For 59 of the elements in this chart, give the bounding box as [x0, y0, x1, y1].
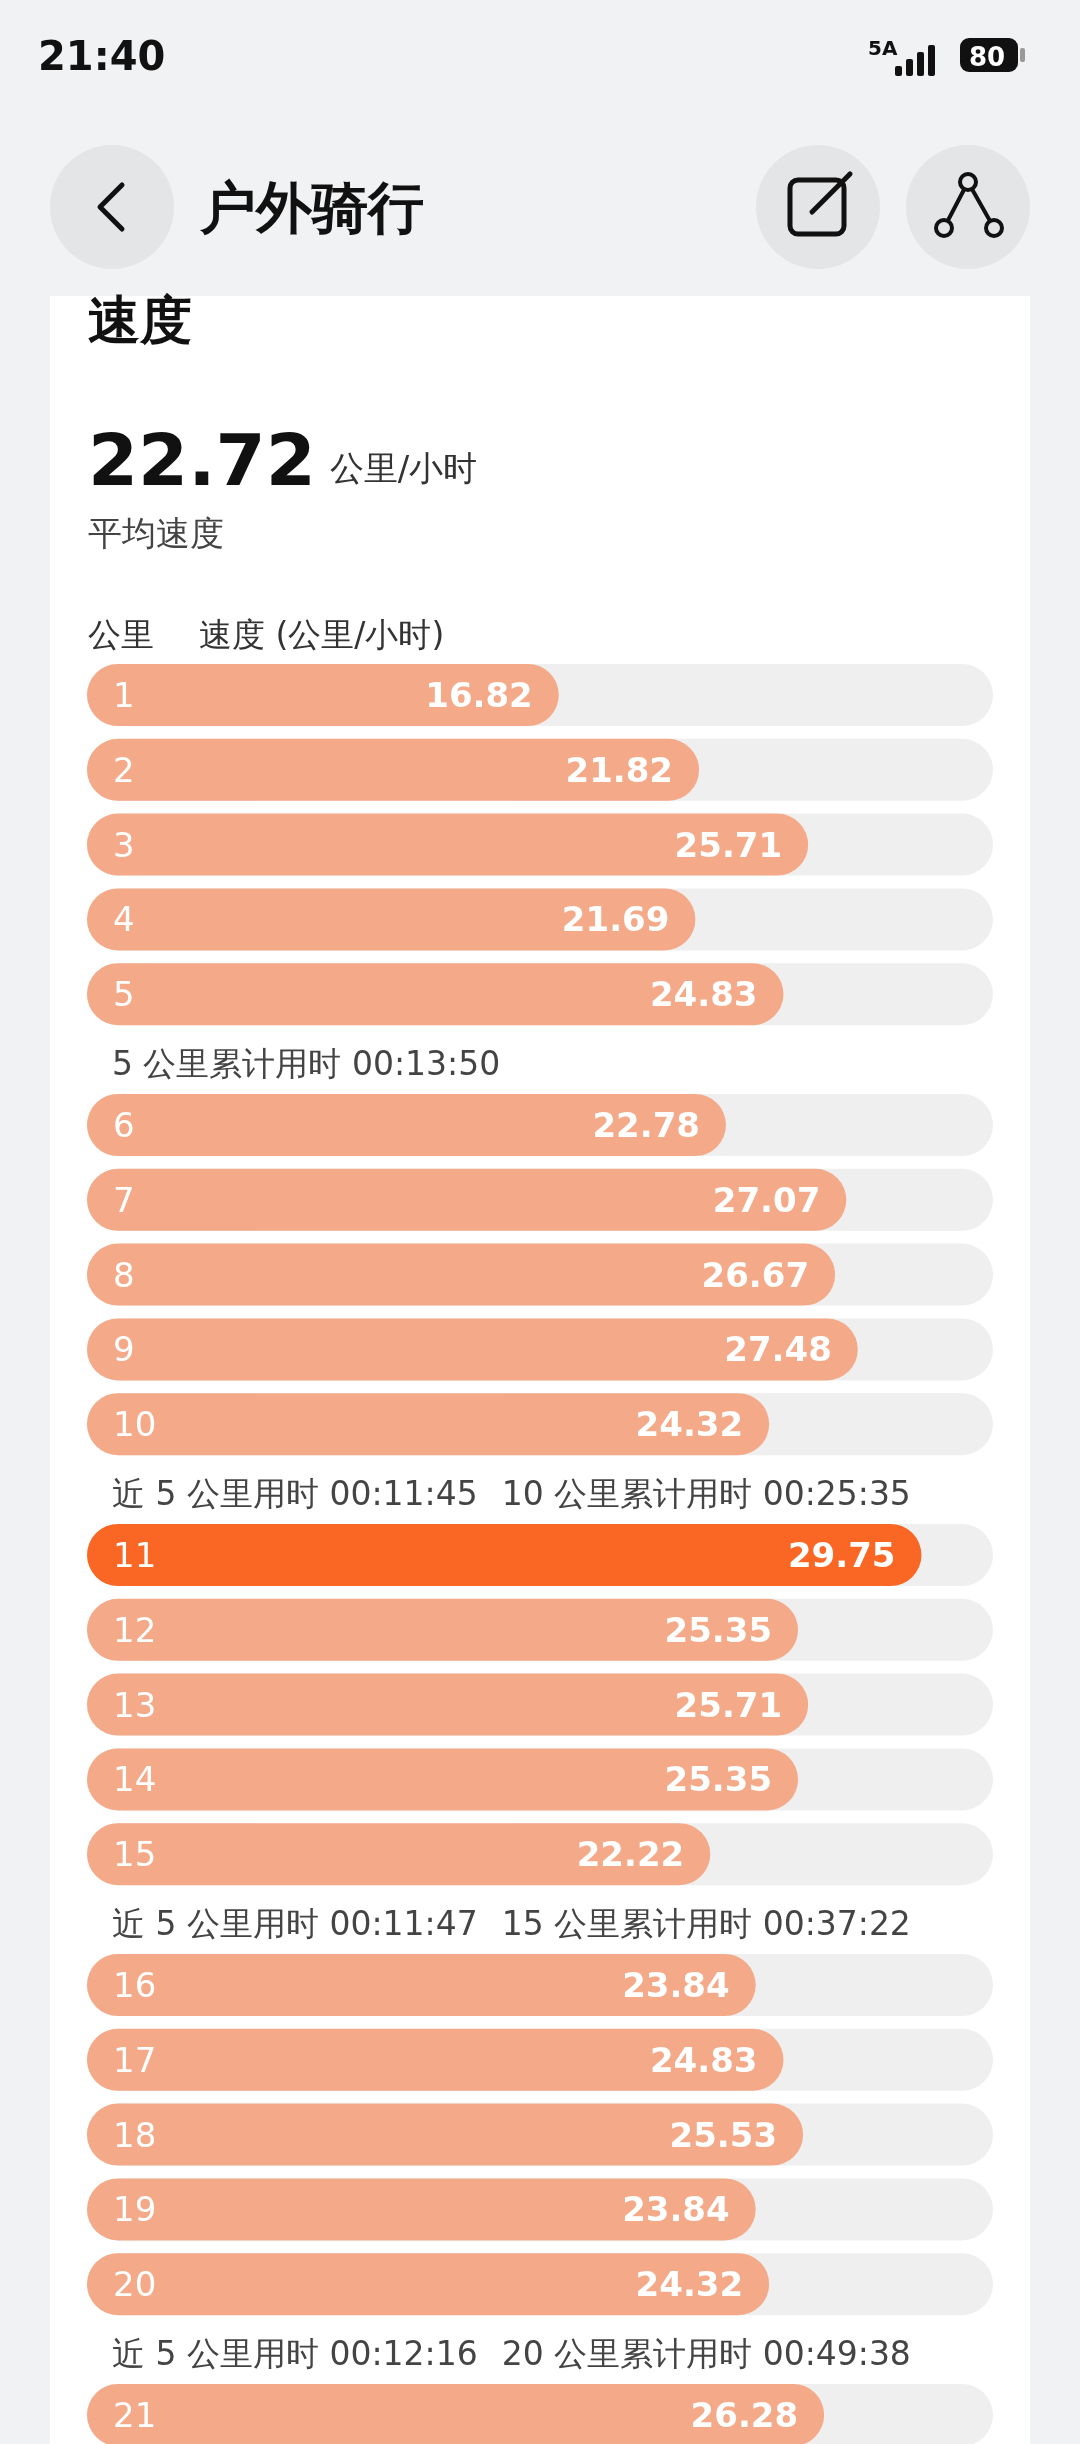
annotation: 15 公里累计用时 00:37:22 — [501, 1904, 911, 1944]
y-tick-label: 11 — [113, 1535, 157, 1575]
data-label: 26.28 — [690, 2395, 799, 2435]
data-label: 27.07 — [712, 1179, 821, 1220]
y-tick-label: 2 — [113, 749, 135, 790]
data-label: 25.35 — [664, 1759, 773, 1800]
y-tick-label: 15 — [113, 1834, 157, 1875]
y-tick-label: 17 — [113, 2039, 157, 2080]
annotation: 10 公里累计用时 00:25:35 — [501, 1474, 911, 1514]
data-label: 23.84 — [622, 1965, 730, 2005]
data-label: 24.32 — [635, 2264, 744, 2305]
data-label: 16.82 — [425, 675, 533, 715]
annotation: 20 公里累计用时 00:49:38 — [501, 2334, 911, 2374]
text: 平均速度 — [88, 513, 224, 553]
data-label: 25.71 — [674, 824, 783, 865]
y-tick-label: 7 — [113, 1179, 135, 1220]
y-tick-label: 10 — [113, 1404, 157, 1445]
y-tick-label: 13 — [113, 1684, 157, 1725]
y-tick-label: 16 — [113, 1965, 157, 2005]
y-axis-title: 公里 — [88, 615, 154, 654]
data-label: 25.71 — [674, 1684, 783, 1725]
data-label: 29.75 — [787, 1535, 896, 1575]
data-label: 23.84 — [622, 2189, 730, 2230]
annotation: 近 5 公里用时 00:11:47 — [112, 1904, 478, 1944]
y-tick-label: 5 — [113, 974, 135, 1015]
y-tick-label: 9 — [113, 1329, 135, 1370]
text: 22.72 — [88, 418, 316, 502]
y-tick-label: 4 — [113, 899, 135, 940]
y-tick-label: 14 — [113, 1759, 157, 1800]
y-tick-label: 20 — [113, 2264, 157, 2305]
data-label: 24.83 — [649, 2039, 758, 2080]
annotation: 5 公里累计用时 00:13:50 — [112, 1044, 501, 1084]
data-label: 26.67 — [701, 1254, 810, 1295]
text: 公里/小时 — [329, 448, 478, 488]
data-label: 21.69 — [561, 899, 670, 940]
text: 5A — [868, 36, 898, 60]
data-label: 21.82 — [565, 749, 674, 790]
data-label: 24.83 — [649, 974, 758, 1015]
text: 21:40 — [38, 33, 166, 79]
chart-subtitle: 速度 — [88, 290, 192, 350]
y-tick-label: 8 — [113, 1254, 135, 1295]
data-label: 22.78 — [592, 1105, 700, 1145]
x-axis-title: 速度 (公里/小时) — [199, 615, 445, 654]
y-tick-label: 18 — [113, 2114, 157, 2155]
chart-title: 户外骑行 — [199, 175, 424, 240]
data-label: 25.53 — [669, 2114, 778, 2155]
y-tick-label: 21 — [113, 2395, 157, 2435]
data-label: 27.48 — [724, 1329, 832, 1370]
y-tick-label: 1 — [113, 675, 135, 715]
annotation: 近 5 公里用时 00:11:45 — [112, 1474, 478, 1514]
annotation: 近 5 公里用时 00:12:16 — [112, 2334, 478, 2374]
y-tick-label: 6 — [113, 1105, 135, 1145]
data-label: 25.35 — [664, 1609, 773, 1650]
y-tick-label: 19 — [113, 2189, 157, 2230]
y-tick-label: 12 — [113, 1609, 157, 1650]
data-label: 24.32 — [635, 1404, 744, 1445]
y-tick-label: 3 — [113, 824, 135, 865]
text: 80 — [968, 42, 1006, 72]
data-label: 22.22 — [576, 1834, 685, 1875]
